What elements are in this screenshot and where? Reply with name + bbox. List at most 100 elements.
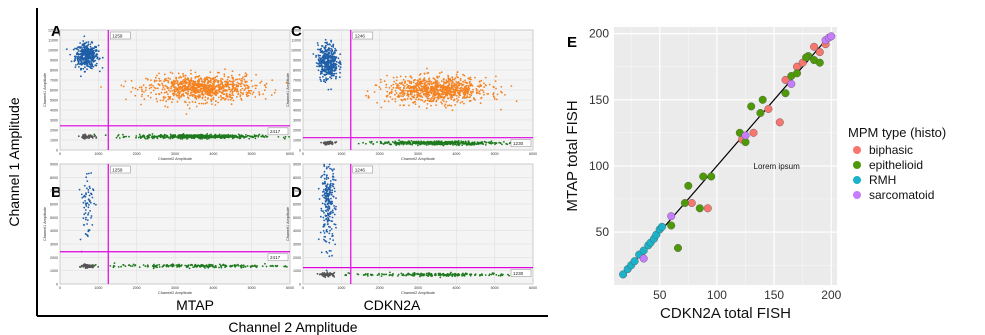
droplet (433, 81, 435, 84)
droplet (206, 133, 209, 135)
droplet (113, 262, 116, 264)
droplet (326, 220, 329, 223)
droplet (429, 274, 432, 277)
droplet (271, 264, 274, 267)
droplet (90, 172, 93, 174)
data-point (815, 48, 824, 57)
droplet (84, 218, 87, 221)
droplet (269, 265, 272, 267)
droplet (452, 141, 454, 144)
droplet (456, 76, 458, 78)
droplet (327, 165, 330, 168)
droplet (92, 47, 95, 50)
droplet (175, 88, 178, 90)
y-tick-label: 6000 (50, 89, 58, 93)
droplet (192, 82, 195, 85)
droplet (442, 78, 445, 81)
droplet (402, 143, 405, 146)
droplet (194, 95, 197, 97)
droplet (416, 91, 418, 94)
droplet (393, 80, 396, 83)
droplet (484, 84, 487, 86)
data-point (658, 222, 667, 231)
droplet (211, 91, 214, 94)
droplet (199, 83, 202, 85)
droplet (206, 101, 209, 104)
droplet (447, 74, 449, 77)
droplet (78, 188, 81, 191)
droplet (402, 273, 405, 276)
droplet (445, 87, 448, 90)
droplet (331, 233, 334, 235)
droplet (218, 266, 220, 269)
droplet (329, 190, 331, 193)
droplet (204, 77, 206, 79)
droplet (320, 64, 323, 67)
droplet (319, 76, 321, 79)
droplet (329, 182, 332, 185)
droplet (451, 78, 454, 81)
droplet (481, 89, 484, 92)
horizontal-threshold-box (267, 253, 289, 262)
droplet (427, 87, 430, 90)
droplet (399, 88, 402, 91)
droplet (152, 265, 154, 267)
droplet (255, 84, 258, 87)
droplet (239, 89, 242, 92)
droplet (180, 76, 183, 79)
droplet (174, 134, 177, 136)
droplet (376, 141, 378, 144)
droplet (239, 94, 242, 96)
droplet (194, 88, 197, 91)
droplet (225, 80, 228, 83)
droplet (245, 94, 248, 96)
droplet (165, 134, 168, 137)
droplet (174, 88, 177, 90)
droplet (155, 97, 158, 100)
droplet (474, 98, 476, 101)
droplet (286, 266, 288, 268)
droplet (83, 137, 86, 140)
droplet (79, 265, 81, 268)
droplet (220, 78, 222, 80)
droplet (85, 61, 88, 64)
droplet (410, 140, 413, 142)
droplet (165, 265, 168, 268)
droplet (228, 96, 231, 98)
droplet (326, 212, 329, 215)
droplet (328, 241, 331, 244)
data-point (815, 58, 824, 67)
droplet (178, 88, 181, 90)
droplet (85, 52, 88, 55)
droplet (425, 142, 427, 145)
cluster-ch1-ch2- (77, 133, 98, 140)
droplet (186, 136, 189, 139)
droplet (90, 264, 92, 267)
y-tick-label: 200 (589, 27, 609, 41)
droplet (244, 87, 247, 90)
droplet (420, 87, 423, 90)
droplet (323, 212, 325, 214)
droplet (218, 135, 220, 138)
droplet (189, 88, 192, 90)
droplet (92, 189, 95, 192)
droplet (180, 90, 183, 92)
droplet (401, 81, 403, 84)
droplet (454, 93, 456, 96)
droplet (150, 83, 153, 86)
droplet (317, 54, 320, 56)
droplet (178, 77, 180, 79)
x-tick-label: 3000 (414, 152, 422, 156)
droplet (190, 91, 193, 94)
droplet (425, 272, 428, 275)
droplet (315, 62, 318, 64)
droplet (333, 213, 336, 216)
droplet (339, 71, 341, 74)
droplet (179, 83, 181, 86)
x-tick-label: 0 (59, 286, 61, 290)
droplet (210, 84, 213, 87)
droplet (265, 265, 268, 268)
y-tick-label: 100 (589, 159, 609, 173)
droplet (417, 85, 420, 88)
droplet (182, 90, 185, 93)
